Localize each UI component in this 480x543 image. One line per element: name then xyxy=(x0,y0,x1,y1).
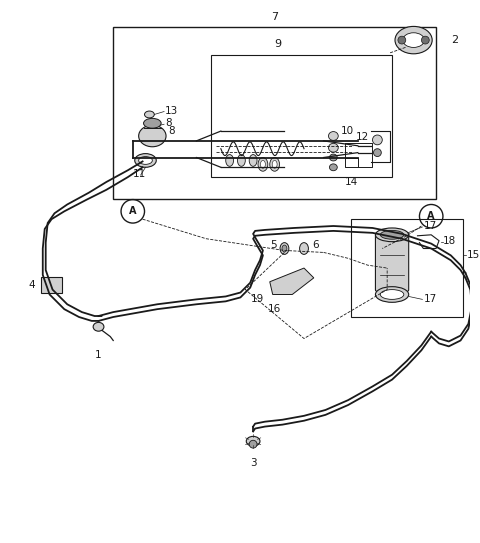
Ellipse shape xyxy=(246,437,260,446)
Ellipse shape xyxy=(380,230,404,239)
Text: 9: 9 xyxy=(274,39,281,49)
Text: 17: 17 xyxy=(423,221,437,231)
Ellipse shape xyxy=(329,164,337,171)
Text: 18: 18 xyxy=(443,236,456,245)
Ellipse shape xyxy=(249,440,257,448)
Ellipse shape xyxy=(226,155,234,166)
Text: 14: 14 xyxy=(344,177,358,187)
Ellipse shape xyxy=(300,243,309,254)
Text: 7: 7 xyxy=(271,11,278,22)
Text: 16: 16 xyxy=(268,304,281,314)
Polygon shape xyxy=(270,268,314,294)
Text: 12: 12 xyxy=(356,132,369,142)
Text: 15: 15 xyxy=(467,250,480,260)
Text: 17: 17 xyxy=(423,294,437,305)
Ellipse shape xyxy=(280,243,289,254)
Ellipse shape xyxy=(93,323,104,331)
Text: 5: 5 xyxy=(270,239,276,250)
Ellipse shape xyxy=(395,27,432,54)
Ellipse shape xyxy=(373,149,381,156)
Ellipse shape xyxy=(329,154,337,161)
Ellipse shape xyxy=(139,156,152,165)
Text: A: A xyxy=(428,211,435,221)
Text: 10: 10 xyxy=(341,126,354,136)
Ellipse shape xyxy=(375,228,408,242)
Ellipse shape xyxy=(261,160,265,168)
Ellipse shape xyxy=(282,245,287,252)
Text: 11: 11 xyxy=(133,169,146,179)
Bar xyxy=(351,219,464,317)
Ellipse shape xyxy=(270,157,279,171)
Text: 8: 8 xyxy=(168,126,175,136)
Ellipse shape xyxy=(135,154,156,167)
Ellipse shape xyxy=(328,131,338,141)
Text: 1: 1 xyxy=(95,350,102,360)
Bar xyxy=(113,27,436,199)
Text: 13: 13 xyxy=(165,105,178,116)
FancyBboxPatch shape xyxy=(41,277,62,293)
Bar xyxy=(211,55,392,177)
Ellipse shape xyxy=(380,289,404,299)
Text: 2: 2 xyxy=(451,35,458,45)
Ellipse shape xyxy=(238,155,245,166)
Ellipse shape xyxy=(258,157,268,171)
FancyBboxPatch shape xyxy=(375,234,408,292)
Text: 4: 4 xyxy=(28,280,35,290)
Ellipse shape xyxy=(375,287,408,302)
Text: A: A xyxy=(129,206,136,216)
Text: 6: 6 xyxy=(312,239,318,250)
Ellipse shape xyxy=(328,143,338,152)
Text: 19: 19 xyxy=(251,294,264,305)
Ellipse shape xyxy=(403,33,424,47)
Ellipse shape xyxy=(144,118,161,128)
Text: 3: 3 xyxy=(250,458,256,468)
Circle shape xyxy=(398,36,406,44)
Text: 8: 8 xyxy=(165,118,172,128)
Ellipse shape xyxy=(272,160,277,168)
Ellipse shape xyxy=(139,125,166,147)
Ellipse shape xyxy=(249,155,257,166)
Circle shape xyxy=(421,36,429,44)
Ellipse shape xyxy=(144,111,154,118)
Ellipse shape xyxy=(372,135,382,145)
